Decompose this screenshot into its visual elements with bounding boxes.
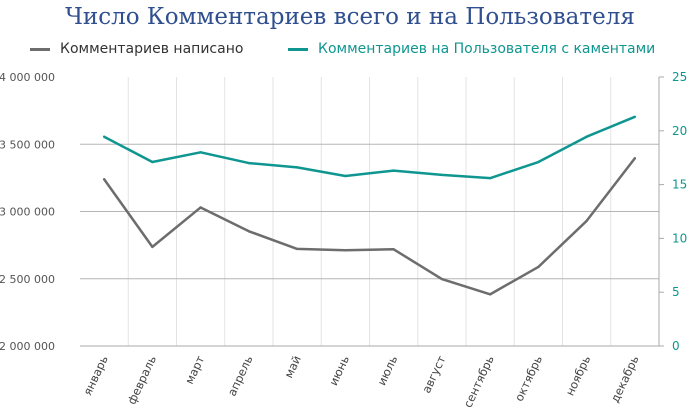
right-axis-tick-label: 0 (672, 339, 680, 353)
data-point (151, 245, 154, 249)
x-axis-category-label: июнь (326, 353, 352, 388)
right-axis-tick-label: 20 (672, 124, 687, 138)
data-point (440, 277, 444, 281)
x-axis-category-label: февраль (124, 353, 159, 406)
data-point (199, 151, 202, 154)
x-axis-category-label: январь (80, 353, 111, 397)
x-axis-category-label: октябрь (512, 353, 545, 403)
data-point (344, 174, 347, 178)
data-point (102, 135, 106, 138)
data-point (151, 160, 154, 164)
left-axis-tick-label: 4 000 000 (0, 71, 55, 84)
legend-swatch-gray (30, 47, 50, 51)
legend-item-comments-written: Комментариев написано (30, 41, 243, 57)
left-axis-tick-label: 3 500 000 (0, 138, 55, 151)
data-point (633, 157, 637, 160)
data-point (295, 247, 299, 251)
data-point (295, 166, 299, 169)
left-axis-tick-label: 2 500 000 (0, 273, 55, 286)
series-line-comments-written (103, 157, 636, 296)
data-point (537, 265, 540, 269)
data-point (488, 293, 492, 296)
x-axis-category-label: август (419, 353, 449, 395)
data-point (585, 219, 588, 223)
series-line-comments-per-user (103, 115, 636, 180)
data-point (102, 178, 106, 181)
legend-label: Комментариев написано (60, 41, 244, 57)
data-point (247, 161, 251, 165)
x-axis-category-label: ноябрь (563, 353, 594, 398)
data-point (392, 248, 395, 251)
data-point (537, 160, 540, 164)
data-point (199, 206, 202, 209)
data-point (247, 230, 251, 233)
right-axis-tick-label: 25 (672, 70, 687, 84)
legend-swatch-teal (288, 47, 308, 51)
data-point (392, 169, 395, 172)
data-point (633, 115, 637, 119)
legend-label: Комментариев на Пользователя с каментами (318, 41, 656, 57)
x-axis-category-label: май (281, 353, 303, 380)
x-axis-category-label: март (182, 353, 207, 386)
data-point (440, 173, 444, 177)
x-axis-category-label: июль (374, 353, 400, 387)
right-axis-tick-label: 15 (672, 178, 687, 192)
x-axis-category-label: сентябрь (461, 353, 497, 410)
right-axis-tick-label: 10 (672, 231, 687, 245)
chart-title: Число Комментариев всего и на Пользовате… (65, 4, 635, 30)
data-point (585, 135, 588, 138)
left-axis-tick-label: 2 000 000 (0, 340, 55, 353)
left-axis-tick-label: 3 000 000 (0, 206, 55, 219)
right-axis-tick-label: 5 (672, 285, 680, 299)
data-point (488, 176, 492, 180)
x-axis-category-label: декабрь (608, 353, 642, 405)
data-point (344, 249, 347, 252)
x-axis-category-label: апрель (225, 353, 256, 398)
legend-item-comments-per-user: Комментариев на Пользователя с каментами (288, 41, 655, 57)
